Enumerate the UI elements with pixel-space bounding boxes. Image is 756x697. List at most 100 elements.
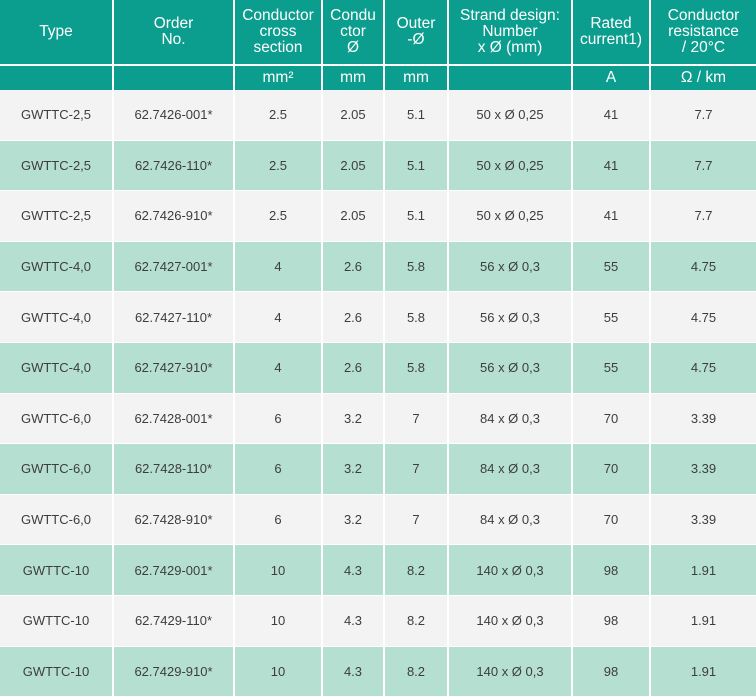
- cell-cross-section: 6: [234, 393, 323, 445]
- header-rated-current: Rated current1): [572, 0, 651, 66]
- table-row: GWTTC-4,0 62.7427-110* 4 2.6 5.8 56 x Ø 0,3 55…: [0, 291, 756, 343]
- table-row: GWTTC-10 62.7429-910* 10 4.3 8.2 140 x Ø 0,3 9…: [0, 646, 756, 697]
- unit-cell: mm: [384, 65, 449, 90]
- unit-cell: mm²: [234, 65, 323, 90]
- cell-rated-current: 70: [572, 443, 651, 495]
- cell-type: GWTTC-4,0: [0, 291, 114, 343]
- cell-resistance: 1.91: [650, 544, 756, 596]
- cell-cross-section: 4: [234, 291, 323, 343]
- cell-type: GWTTC-6,0: [0, 443, 114, 495]
- cell-strand-design: 84 x Ø 0,3: [448, 494, 573, 546]
- cell-outer-diameter: 5.8: [384, 291, 449, 343]
- cell-conductor-diameter: 2.05: [322, 190, 385, 242]
- cell-order-no: 62.7428-001*: [113, 393, 235, 445]
- units-row: mm² mm mm A Ω / km: [0, 65, 756, 90]
- cell-rated-current: 98: [572, 595, 651, 647]
- cell-resistance: 3.39: [650, 494, 756, 546]
- cell-conductor-diameter: 3.2: [322, 443, 385, 495]
- cell-outer-diameter: 8.2: [384, 544, 449, 596]
- table-row: GWTTC-6,0 62.7428-910* 6 3.2 7 84 x Ø 0,3 70 3.…: [0, 494, 756, 546]
- table-row: GWTTC-10 62.7429-001* 10 4.3 8.2 140 x Ø 0,3 9…: [0, 544, 756, 596]
- cell-resistance: 7.7: [650, 140, 756, 192]
- cell-strand-design: 50 x Ø 0,25: [448, 90, 573, 141]
- cell-rated-current: 98: [572, 646, 651, 697]
- cell-resistance: 4.75: [650, 241, 756, 293]
- header-conductor-diameter-label: Condu ctor Ø: [330, 7, 376, 56]
- header-type: Type: [0, 0, 114, 66]
- cell-resistance: 3.39: [650, 393, 756, 445]
- header-resistance: Conductor resistance / 20°C: [650, 0, 756, 66]
- table-header: Type Order No. Conductor cross section C…: [0, 0, 756, 90]
- unit-cell: [0, 65, 114, 90]
- unit-cell: Ω / km: [650, 65, 756, 90]
- cell-type: GWTTC-2,5: [0, 90, 114, 141]
- cell-outer-diameter: 7: [384, 494, 449, 546]
- header-cross-section: Conductor cross section: [234, 0, 323, 66]
- cell-type: GWTTC-6,0: [0, 393, 114, 445]
- cell-resistance: 3.39: [650, 443, 756, 495]
- cell-strand-design: 50 x Ø 0,25: [448, 140, 573, 192]
- cell-conductor-diameter: 2.6: [322, 291, 385, 343]
- cell-strand-design: 56 x Ø 0,3: [448, 291, 573, 343]
- cell-rated-current: 98: [572, 544, 651, 596]
- cell-rated-current: 41: [572, 140, 651, 192]
- header-cross-section-label: Conductor cross section: [242, 7, 314, 56]
- cell-resistance: 4.75: [650, 342, 756, 394]
- cell-outer-diameter: 5.8: [384, 241, 449, 293]
- table-row: GWTTC-2,5 62.7426-110* 2.5 2.05 5.1 50 x Ø 0,…: [0, 140, 756, 192]
- cell-type: GWTTC-4,0: [0, 241, 114, 293]
- cell-type: GWTTC-2,5: [0, 190, 114, 242]
- unit-cell: [448, 65, 573, 90]
- cell-resistance: 1.91: [650, 646, 756, 697]
- table-row: GWTTC-10 62.7429-110* 10 4.3 8.2 140 x Ø 0,3 9…: [0, 595, 756, 647]
- header-order-no: Order No.: [113, 0, 235, 66]
- cell-cross-section: 10: [234, 595, 323, 647]
- cell-cross-section: 10: [234, 544, 323, 596]
- header-type-label: Type: [39, 23, 73, 40]
- unit-cell: mm: [322, 65, 385, 90]
- unit-cell: [113, 65, 235, 90]
- header-strand-design-label: Strand design: Number x Ø (mm): [460, 7, 560, 56]
- cell-outer-diameter: 7: [384, 393, 449, 445]
- cell-outer-diameter: 5.1: [384, 140, 449, 192]
- cell-outer-diameter: 7: [384, 443, 449, 495]
- cell-order-no: 62.7428-110*: [113, 443, 235, 495]
- cell-cross-section: 2.5: [234, 140, 323, 192]
- table-row: GWTTC-2,5 62.7426-910* 2.5 2.05 5.1 50 x Ø 0,…: [0, 190, 756, 242]
- cell-strand-design: 140 x Ø 0,3: [448, 646, 573, 697]
- cell-conductor-diameter: 2.05: [322, 140, 385, 192]
- cell-order-no: 62.7426-001*: [113, 90, 235, 141]
- cell-type: GWTTC-10: [0, 544, 114, 596]
- table-row: GWTTC-6,0 62.7428-110* 6 3.2 7 84 x Ø 0,3 70 3.…: [0, 443, 756, 495]
- cell-conductor-diameter: 3.2: [322, 393, 385, 445]
- cell-rated-current: 55: [572, 342, 651, 394]
- cell-order-no: 62.7428-910*: [113, 494, 235, 546]
- header-rated-current-label: Rated current1): [579, 15, 643, 48]
- cell-strand-design: 84 x Ø 0,3: [448, 443, 573, 495]
- cell-cross-section: 4: [234, 241, 323, 293]
- cell-strand-design: 84 x Ø 0,3: [448, 393, 573, 445]
- cell-resistance: 7.7: [650, 90, 756, 141]
- cell-order-no: 62.7429-001*: [113, 544, 235, 596]
- cell-rated-current: 55: [572, 291, 651, 343]
- cell-type: GWTTC-6,0: [0, 494, 114, 546]
- header-order-no-label: Order No.: [153, 15, 194, 48]
- table-row: GWTTC-6,0 62.7428-001* 6 3.2 7 84 x Ø 0,3 70 3.…: [0, 393, 756, 445]
- cell-rated-current: 55: [572, 241, 651, 293]
- cell-outer-diameter: 8.2: [384, 646, 449, 697]
- cell-order-no: 62.7429-910*: [113, 646, 235, 697]
- cell-conductor-diameter: 4.3: [322, 544, 385, 596]
- cell-rated-current: 41: [572, 90, 651, 141]
- cell-strand-design: 140 x Ø 0,3: [448, 595, 573, 647]
- cell-type: GWTTC-10: [0, 595, 114, 647]
- cell-type: GWTTC-4,0: [0, 342, 114, 394]
- cell-conductor-diameter: 3.2: [322, 494, 385, 546]
- cell-rated-current: 41: [572, 190, 651, 242]
- header-resistance-label: Conductor resistance / 20°C: [667, 7, 740, 56]
- header-outer-diameter: Outer -Ø: [384, 0, 449, 66]
- table-body: GWTTC-2,5 62.7426-001* 2.5 2.05 5.1 50 x Ø 0,…: [0, 90, 756, 697]
- cell-strand-design: 56 x Ø 0,3: [448, 342, 573, 394]
- cell-resistance: 1.91: [650, 595, 756, 647]
